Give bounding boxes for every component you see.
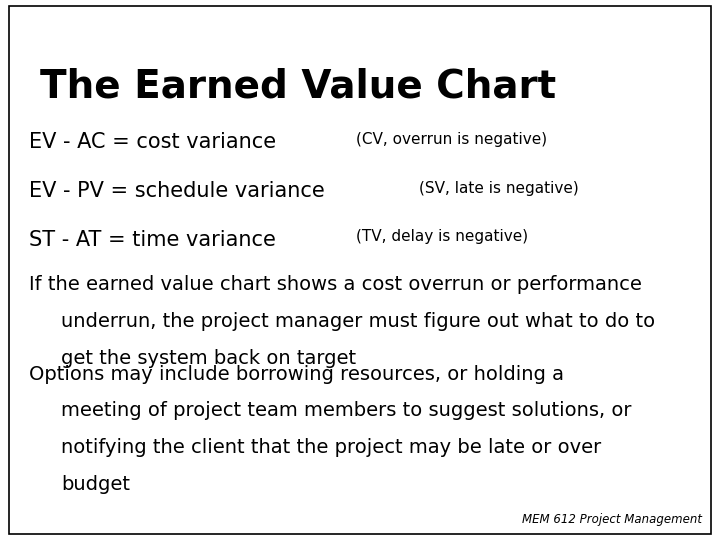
Text: MEM 612 Project Management: MEM 612 Project Management (522, 514, 702, 526)
Text: (TV, delay is negative): (TV, delay is negative) (356, 230, 528, 245)
Text: ST - AT = time variance: ST - AT = time variance (29, 230, 282, 249)
Text: (SV, late is negative): (SV, late is negative) (419, 181, 579, 196)
Text: notifying the client that the project may be late or over: notifying the client that the project ma… (61, 438, 601, 457)
Text: EV - AC = cost variance: EV - AC = cost variance (29, 132, 282, 152)
Text: meeting of project team members to suggest solutions, or: meeting of project team members to sugge… (61, 401, 631, 420)
Text: budget: budget (61, 475, 130, 494)
Text: If the earned value chart shows a cost overrun or performance: If the earned value chart shows a cost o… (29, 275, 642, 294)
Text: (CV, overrun is negative): (CV, overrun is negative) (356, 132, 547, 147)
Text: get the system back on target: get the system back on target (61, 349, 356, 368)
Text: EV - PV = schedule variance: EV - PV = schedule variance (29, 181, 331, 201)
Text: underrun, the project manager must figure out what to do to: underrun, the project manager must figur… (61, 312, 655, 331)
Text: The Earned Value Chart: The Earned Value Chart (40, 68, 556, 105)
FancyBboxPatch shape (9, 6, 711, 534)
Text: Options may include borrowing resources, or holding a: Options may include borrowing resources,… (29, 364, 564, 383)
